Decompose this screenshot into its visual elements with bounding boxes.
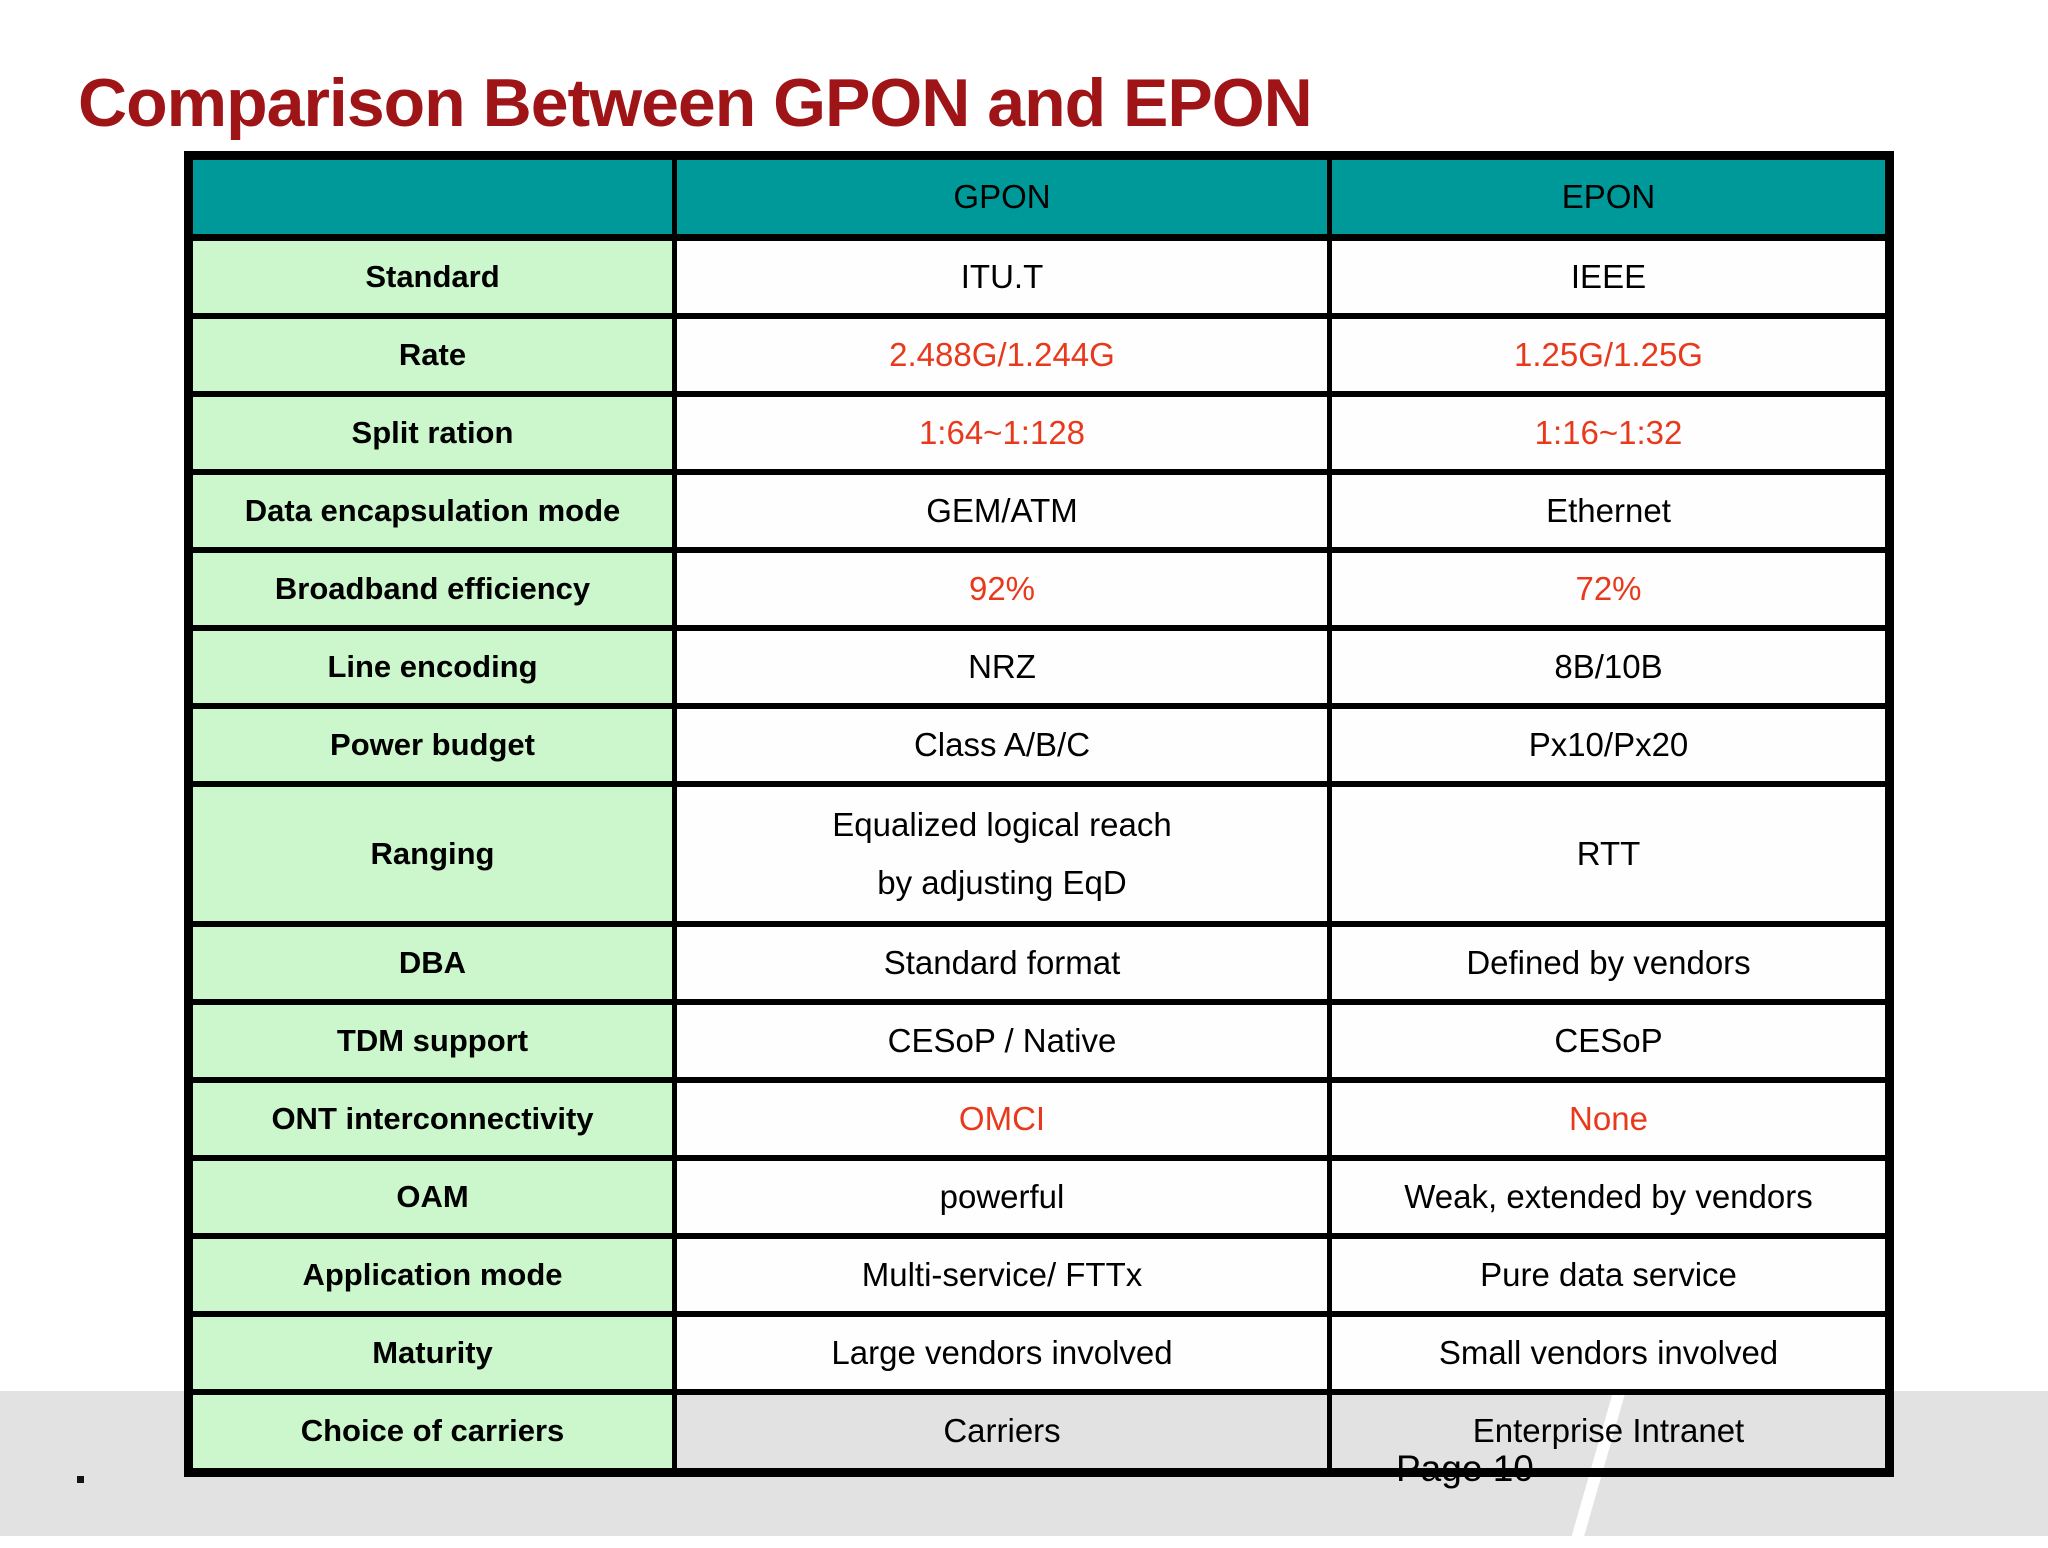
epon-value: 1:16~1:32	[1327, 390, 1892, 475]
row-label: Split ration	[186, 390, 677, 475]
row-label: Maturity	[186, 1310, 677, 1395]
table-row: ONT interconnectivity OMCI None	[186, 1076, 1892, 1161]
epon-value: Ethernet	[1327, 468, 1892, 553]
epon-value: CESoP	[1327, 998, 1892, 1083]
table-row: Split ration 1:64~1:128 1:16~1:32	[186, 390, 1892, 475]
table-row: Line encoding NRZ 8B/10B	[186, 624, 1892, 709]
table-row: DBA Standard format Defined by vendors	[186, 920, 1892, 1005]
table-corner-cell	[186, 152, 677, 241]
row-label: Broadband efficiency	[186, 546, 677, 631]
gpon-value: Large vendors involved	[672, 1310, 1332, 1395]
row-label: Data encapsulation mode	[186, 468, 677, 553]
table-row: Ranging Equalized logical reach by adjust…	[186, 780, 1892, 927]
epon-value: 1.25G/1.25G	[1327, 312, 1892, 397]
row-label: DBA	[186, 920, 677, 1005]
comparison-table: GPON EPON Standard ITU.T IEEE Rate 2.488G/1.…	[184, 151, 1894, 1477]
slide-title: Comparison Between GPON and EPON	[78, 64, 1313, 141]
row-label: Application mode	[186, 1232, 677, 1317]
row-label: OAM	[186, 1154, 677, 1239]
gpon-value: 92%	[672, 546, 1332, 631]
gpon-value: OMCI	[672, 1076, 1332, 1161]
gpon-value: Standard format	[672, 920, 1332, 1005]
epon-value: 8B/10B	[1327, 624, 1892, 709]
row-label: Power budget	[186, 702, 677, 787]
column-header-gpon: GPON	[672, 152, 1332, 241]
table-row: Data encapsulation mode GEM/ATM Ethernet	[186, 468, 1892, 553]
epon-value: RTT	[1327, 780, 1892, 927]
table-row: Choice of carriers Carriers Enterprise Int…	[186, 1388, 1892, 1476]
gpon-value: ITU.T	[672, 234, 1332, 319]
row-label: Line encoding	[186, 624, 677, 709]
column-header-epon: EPON	[1327, 152, 1892, 241]
gpon-value: powerful	[672, 1154, 1332, 1239]
epon-value: Px10/Px20	[1327, 702, 1892, 787]
table-row: Power budget Class A/B/C Px10/Px20	[186, 702, 1892, 787]
gpon-value: Equalized logical reach by adjusting EqD	[672, 780, 1332, 927]
table-row: OAM powerful Weak, extended by vendors	[186, 1154, 1892, 1239]
gpon-value: 2.488G/1.244G	[672, 312, 1332, 397]
epon-value: Weak, extended by vendors	[1327, 1154, 1892, 1239]
epon-value: Pure data service	[1327, 1232, 1892, 1317]
row-label: TDM support	[186, 998, 677, 1083]
table-row: TDM support CESoP / Native CESoP	[186, 998, 1892, 1083]
table-row: Rate 2.488G/1.244G 1.25G/1.25G	[186, 312, 1892, 397]
gpon-value: NRZ	[672, 624, 1332, 709]
footer-dot	[77, 1476, 84, 1483]
gpon-value: CESoP / Native	[672, 998, 1332, 1083]
table-row: Application mode Multi-service/ FTTx Pure …	[186, 1232, 1892, 1317]
row-label: Rate	[186, 312, 677, 397]
epon-value: 72%	[1327, 546, 1892, 631]
gpon-value: Carriers	[672, 1388, 1332, 1476]
row-label: Ranging	[186, 780, 677, 927]
row-label: ONT interconnectivity	[186, 1076, 677, 1161]
table-header-row: GPON EPON	[186, 152, 1892, 241]
table-row: Broadband efficiency 92% 72%	[186, 546, 1892, 631]
epon-value: Enterprise Intranet	[1327, 1388, 1892, 1476]
epon-value: IEEE	[1327, 234, 1892, 319]
table-row: Maturity Large vendors involved Small vend…	[186, 1310, 1892, 1395]
gpon-value: Multi-service/ FTTx	[672, 1232, 1332, 1317]
epon-value: Defined by vendors	[1327, 920, 1892, 1005]
row-label: Standard	[186, 234, 677, 319]
gpon-value: 1:64~1:128	[672, 390, 1332, 475]
row-label: Choice of carriers	[186, 1388, 677, 1476]
table-row: Standard ITU.T IEEE	[186, 234, 1892, 319]
gpon-value: GEM/ATM	[672, 468, 1332, 553]
epon-value: Small vendors involved	[1327, 1310, 1892, 1395]
gpon-value: Class A/B/C	[672, 702, 1332, 787]
epon-value: None	[1327, 1076, 1892, 1161]
